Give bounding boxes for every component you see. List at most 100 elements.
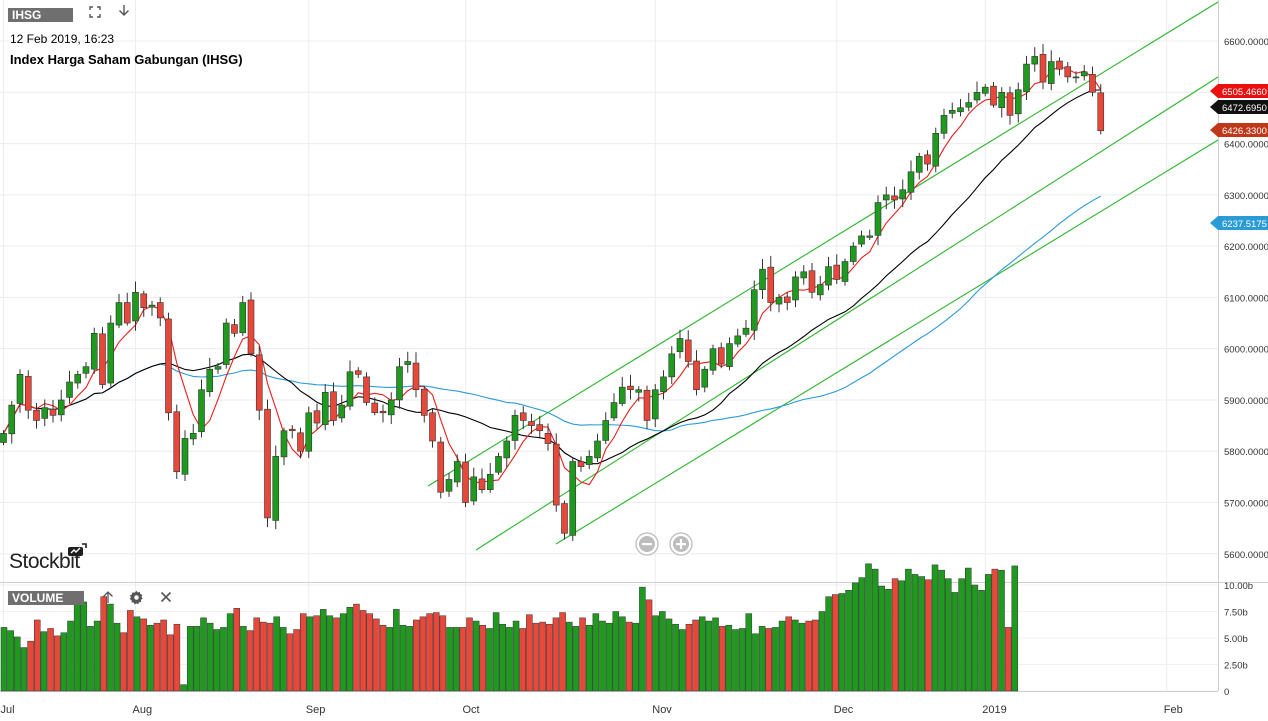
stockbit-logo: Stockbit — [9, 543, 87, 574]
candle-body — [264, 408, 271, 519]
volume-bar — [359, 610, 367, 692]
volume-bar — [200, 617, 207, 692]
candle-body — [371, 402, 379, 414]
close-icon[interactable] — [159, 590, 173, 607]
candle-body — [363, 376, 370, 403]
candle-body — [1064, 66, 1072, 78]
price-callout-bg — [1210, 123, 1268, 137]
arrow-up-icon[interactable] — [101, 590, 115, 607]
ma-long-line — [3, 195, 1102, 434]
x-tick-label: Oct — [463, 704, 480, 716]
ma-mid-line — [3, 89, 1101, 465]
volume-tick-label: 2.50b — [1224, 661, 1248, 672]
volume-bar — [300, 613, 307, 692]
candle-body — [165, 318, 172, 414]
volume-bar — [306, 616, 314, 692]
zoom-out-button[interactable] — [635, 532, 659, 556]
candle-body — [41, 407, 49, 419]
volume-bar — [738, 628, 746, 692]
candle-body — [585, 456, 593, 465]
candle-body — [173, 411, 181, 473]
volume-bar — [546, 623, 553, 692]
candle-body — [140, 293, 148, 308]
candle-body — [891, 195, 898, 201]
volume-bar — [173, 623, 181, 692]
volume-bar — [366, 613, 373, 692]
y-tick-label: 6400.0000 — [1224, 140, 1268, 151]
volume-tick-label: 7.50b — [1224, 608, 1248, 619]
volume-bar — [60, 632, 68, 692]
candle-body — [610, 402, 618, 419]
volume-bar — [413, 619, 420, 692]
volume-bar — [765, 628, 772, 692]
volume-bar — [965, 567, 972, 692]
price-callout: 6472.6950 — [1210, 100, 1268, 114]
candle-body — [305, 412, 313, 452]
volume-bar — [652, 615, 659, 692]
y-tick-label: 6200.0000 — [1224, 242, 1268, 253]
candle-body — [74, 374, 82, 384]
volume-bar — [559, 612, 566, 692]
candle-body — [148, 304, 156, 308]
y-tick-label: 6600.0000 — [1224, 37, 1268, 48]
candle-body — [107, 322, 115, 384]
fullscreen-icon[interactable] — [88, 5, 102, 22]
candle-body — [1039, 54, 1047, 83]
volume-bar — [945, 578, 952, 692]
y-tick-label: 6100.0000 — [1224, 293, 1268, 304]
volume-tag[interactable]: VOLUME — [8, 591, 84, 605]
candle-body — [643, 389, 651, 421]
candle-body — [544, 432, 552, 444]
candle-body — [330, 391, 337, 421]
volume-bar — [339, 613, 347, 692]
volume-bar — [991, 568, 999, 692]
volume-bar — [599, 620, 606, 692]
download-icon[interactable] — [117, 4, 131, 21]
symbol-tag[interactable]: IHSG — [8, 8, 73, 22]
candle-body — [660, 376, 667, 393]
candle-body — [49, 408, 57, 416]
volume-bar — [273, 616, 280, 692]
candle-body — [561, 503, 568, 534]
candle-body — [123, 302, 131, 324]
volume-bar — [519, 628, 526, 692]
volume-bar — [592, 613, 600, 692]
volume-bar — [0, 627, 8, 692]
volume-bar — [705, 620, 713, 692]
candle-body — [1031, 56, 1039, 65]
volume-bar — [14, 636, 21, 692]
candle-body — [734, 335, 742, 345]
gear-icon[interactable] — [129, 590, 144, 608]
volume-bar — [685, 623, 693, 692]
volume-bar — [639, 586, 646, 692]
price-callout: 6426.3300 — [1210, 123, 1268, 137]
y-tick-label: 5700.0000 — [1224, 499, 1268, 510]
candle-body — [181, 438, 189, 475]
candle-body — [396, 366, 403, 401]
volume-bar — [160, 619, 167, 692]
volume-bar — [931, 564, 939, 692]
candle-body — [24, 376, 32, 411]
volume-bar — [246, 630, 254, 692]
volume-tick-label: 0 — [1224, 687, 1229, 698]
volume-bar — [27, 640, 34, 692]
price-callout: 6237.5175 — [1210, 216, 1268, 230]
x-tick-label: Sep — [306, 704, 326, 716]
brand-text: Stockbit — [9, 550, 80, 573]
candle-body — [0, 432, 7, 443]
candle-body — [775, 297, 783, 305]
volume-bar — [253, 617, 260, 692]
candle-body — [940, 115, 948, 134]
volume-bar — [472, 620, 480, 692]
volume-bar — [712, 617, 719, 692]
candle-body — [750, 289, 758, 331]
volume-bar — [67, 620, 74, 692]
volume-bar — [147, 625, 154, 692]
volume-bar — [459, 627, 467, 692]
candle-body — [189, 432, 197, 440]
candle-body — [594, 440, 601, 459]
volume-bar — [905, 568, 912, 692]
candle-body — [783, 296, 791, 303]
zoom-in-button[interactable] — [669, 532, 693, 556]
